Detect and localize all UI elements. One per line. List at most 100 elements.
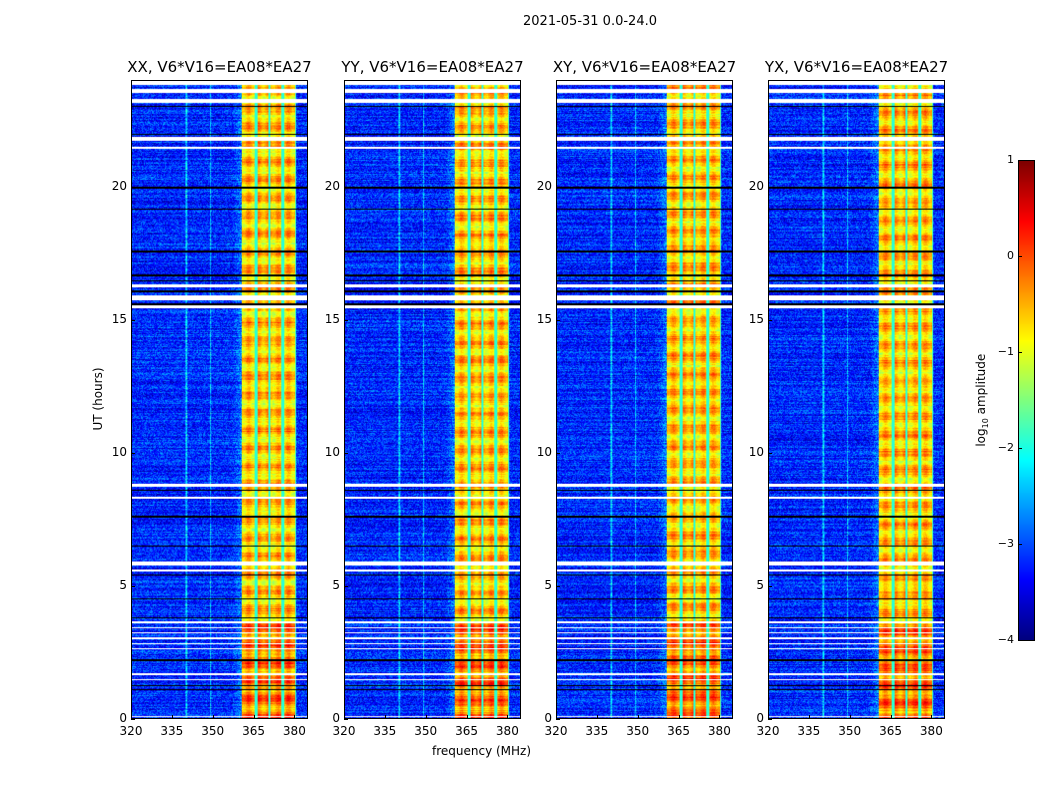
x-tick-label: 365 bbox=[455, 724, 478, 738]
x-tick-mark bbox=[556, 715, 557, 719]
x-tick-label: 365 bbox=[242, 724, 265, 738]
y-tick-label: 5 bbox=[119, 577, 127, 592]
x-tick-label: 350 bbox=[201, 724, 225, 738]
x-tick-label: 380 bbox=[495, 724, 519, 738]
y-tick-label: 5 bbox=[332, 577, 340, 592]
y-tick-mark bbox=[344, 452, 348, 454]
colorbar-tick-mark bbox=[1018, 352, 1022, 353]
y-tick-label: 0 bbox=[119, 711, 127, 725]
y-tick-mark bbox=[556, 186, 560, 188]
colorbar-tick-label: 1 bbox=[1007, 153, 1014, 166]
y-tick-label: 15 bbox=[536, 311, 552, 326]
y-tick-mark bbox=[768, 186, 772, 188]
y-tick-mark bbox=[768, 719, 772, 720]
x-tick-mark bbox=[678, 715, 680, 719]
x-tick-mark bbox=[344, 715, 345, 719]
y-tick-mark bbox=[131, 186, 135, 188]
colorbar-tick-label: −2 bbox=[997, 441, 1014, 454]
y-tick-mark bbox=[556, 452, 560, 454]
y-tick-mark bbox=[131, 719, 135, 720]
y-tick-mark bbox=[768, 585, 772, 587]
x-tick-mark bbox=[253, 715, 255, 719]
y-tick-label: 15 bbox=[324, 311, 340, 326]
x-tick-label: 380 bbox=[282, 724, 306, 738]
x-tick-mark bbox=[637, 715, 639, 719]
heatmap-panel bbox=[344, 80, 521, 719]
x-tick-mark bbox=[171, 715, 173, 719]
y-tick-label: 15 bbox=[748, 311, 764, 326]
x-tick-mark bbox=[466, 715, 468, 719]
colorbar-tick-mark bbox=[1018, 640, 1022, 641]
x-tick-label: 365 bbox=[667, 724, 690, 738]
y-tick-label: 10 bbox=[111, 444, 127, 459]
x-tick-mark bbox=[849, 715, 851, 719]
x-tick-label: 350 bbox=[838, 724, 862, 738]
y-tick-mark bbox=[131, 452, 135, 454]
x-tick-mark bbox=[931, 715, 933, 719]
x-tick-label: 335 bbox=[585, 724, 609, 738]
colorbar-tick-mark bbox=[1018, 256, 1022, 257]
y-tick-label: 10 bbox=[536, 444, 552, 459]
y-tick-label: 20 bbox=[748, 178, 764, 193]
heatmap-panel bbox=[768, 80, 945, 719]
x-tick-mark bbox=[719, 715, 721, 719]
colorbar-tick-label: −4 bbox=[997, 633, 1014, 646]
y-tick-mark bbox=[344, 186, 348, 188]
x-tick-mark bbox=[212, 715, 214, 719]
y-tick-mark bbox=[344, 719, 348, 720]
y-tick-label: 20 bbox=[111, 178, 127, 193]
panel-title: YY, V6*V16=EA08*EA27 bbox=[341, 58, 524, 76]
y-tick-mark bbox=[556, 319, 560, 321]
colorbar-tick-mark bbox=[1018, 544, 1022, 545]
y-tick-mark bbox=[768, 452, 772, 454]
y-tick-label: 10 bbox=[748, 444, 764, 459]
x-tick-label: 335 bbox=[160, 724, 184, 738]
y-tick-mark bbox=[344, 319, 348, 321]
y-tick-mark bbox=[768, 319, 772, 321]
colorbar-tick-label: −1 bbox=[997, 345, 1014, 358]
x-tick-label: 320 bbox=[332, 724, 356, 738]
y-tick-mark bbox=[344, 585, 348, 587]
x-tick-mark bbox=[131, 715, 132, 719]
y-tick-label: 15 bbox=[111, 311, 127, 326]
x-tick-mark bbox=[384, 715, 386, 719]
x-tick-label: 335 bbox=[797, 724, 821, 738]
y-tick-mark bbox=[556, 585, 560, 587]
y-tick-label: 0 bbox=[544, 711, 552, 725]
y-tick-label: 20 bbox=[324, 178, 340, 193]
colorbar-tick-mark bbox=[1018, 160, 1022, 161]
x-axis-label: frequency (MHz) bbox=[432, 744, 532, 758]
x-tick-mark bbox=[596, 715, 598, 719]
colorbar bbox=[1018, 160, 1035, 641]
x-tick-mark bbox=[768, 715, 769, 719]
colorbar-tick-mark bbox=[1018, 448, 1022, 449]
x-tick-label: 380 bbox=[919, 724, 943, 738]
y-tick-label: 0 bbox=[756, 711, 764, 725]
figure-title: 2021-05-31 0.0-24.0 bbox=[523, 14, 657, 29]
colorbar-label: log10 amplitude bbox=[973, 353, 991, 447]
y-tick-mark bbox=[131, 585, 135, 587]
x-tick-label: 320 bbox=[119, 724, 143, 738]
heatmap-panel bbox=[556, 80, 733, 719]
y-tick-label: 5 bbox=[756, 577, 764, 592]
x-tick-label: 320 bbox=[756, 724, 780, 738]
y-tick-mark bbox=[556, 719, 560, 720]
panel-title: XX, V6*V16=EA08*EA27 bbox=[127, 58, 312, 76]
x-tick-mark bbox=[507, 715, 509, 719]
panel-title: XY, V6*V16=EA08*EA27 bbox=[552, 58, 737, 76]
y-tick-mark bbox=[131, 319, 135, 321]
y-tick-label: 5 bbox=[544, 577, 552, 592]
x-tick-label: 320 bbox=[544, 724, 568, 738]
x-tick-label: 380 bbox=[707, 724, 731, 738]
x-tick-label: 365 bbox=[879, 724, 902, 738]
x-tick-mark bbox=[890, 715, 892, 719]
x-tick-label: 350 bbox=[414, 724, 438, 738]
y-tick-label: 10 bbox=[324, 444, 340, 459]
x-tick-mark bbox=[425, 715, 427, 719]
colorbar-tick-label: −3 bbox=[997, 537, 1014, 550]
y-tick-label: 0 bbox=[332, 711, 340, 725]
x-tick-mark bbox=[808, 715, 810, 719]
y-axis-label: UT (hours) bbox=[91, 367, 105, 431]
panel-title: YX, V6*V16=EA08*EA27 bbox=[764, 58, 949, 76]
